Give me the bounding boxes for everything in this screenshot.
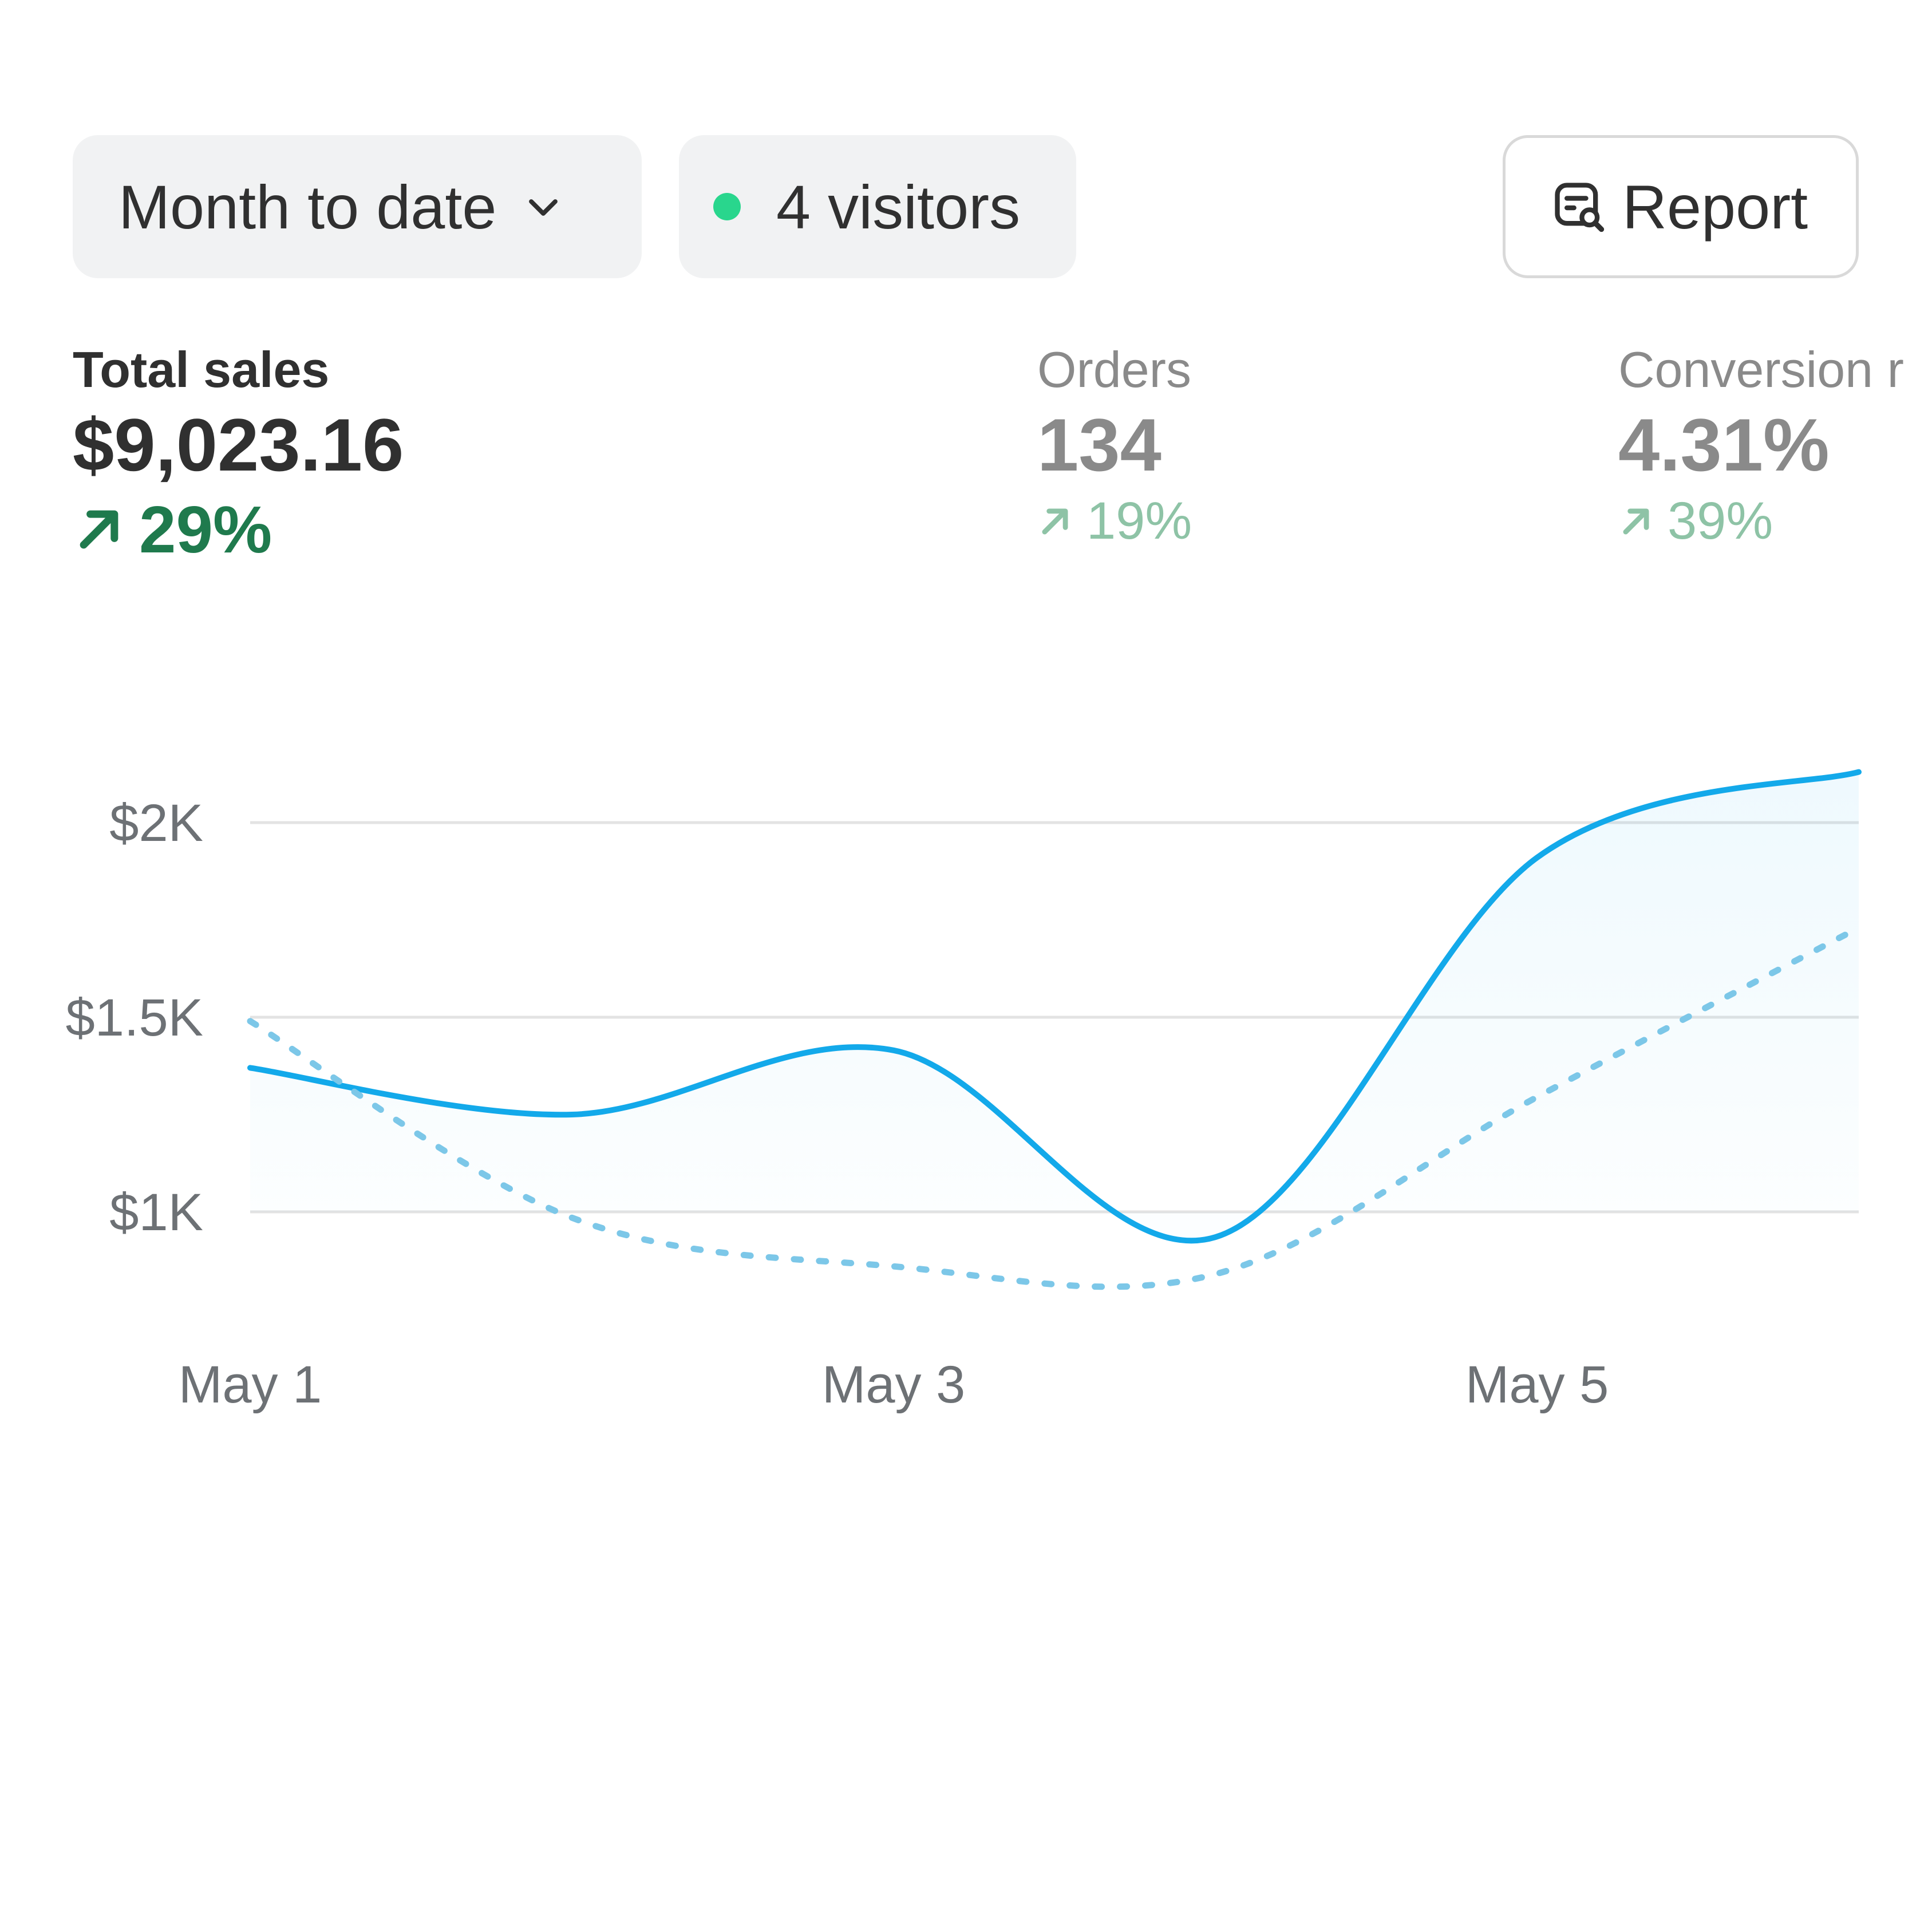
metric-value: 4.31%	[1618, 403, 1830, 487]
report-label: Report	[1622, 172, 1808, 242]
date-range-selector[interactable]: Month to date	[73, 135, 642, 278]
metric-label: Orders	[1037, 341, 1191, 398]
x-tick-label: May 1	[179, 1356, 322, 1414]
x-tick-label: May 5	[1465, 1356, 1609, 1414]
comparison-series-line	[247, 924, 1862, 1290]
report-button[interactable]: Report	[1503, 135, 1859, 278]
metric-total-sales[interactable]: Total sales $9,023.16 29%	[73, 341, 404, 568]
arrow-up-right-icon	[1037, 504, 1073, 539]
x-tick-label: May 3	[822, 1356, 966, 1414]
series-area-fill	[250, 772, 1859, 1241]
metric-value: 134	[1037, 403, 1161, 487]
arrow-up-right-icon	[73, 503, 125, 556]
metric-delta: 39%	[1618, 491, 1904, 551]
metric-delta-value: 39%	[1668, 492, 1773, 550]
primary-series-line	[247, 769, 1862, 1244]
visitors-label: 4 visitors	[776, 172, 1021, 242]
chevron-down-icon	[523, 186, 564, 227]
metric-conversion-rate[interactable]: Conversion r 4.31% 39%	[1618, 341, 1904, 551]
report-search-icon	[1550, 178, 1607, 235]
metric-label: Total sales	[73, 341, 330, 398]
y-tick-label: $2K	[109, 794, 203, 852]
metric-delta-value: 19%	[1086, 492, 1192, 550]
live-visitors-badge[interactable]: 4 visitors	[679, 135, 1076, 278]
live-status-dot	[713, 193, 741, 220]
metric-delta: 19%	[1037, 491, 1192, 551]
sales-line-chart: $1K $1.5K $2K May 1 May 3 May 5	[66, 769, 1862, 1414]
y-tick-label: $1.5K	[66, 989, 203, 1047]
arrow-up-right-icon	[1618, 504, 1654, 539]
metric-delta: 29%	[73, 491, 404, 568]
metric-delta-value: 29%	[139, 492, 272, 567]
date-range-label: Month to date	[118, 172, 497, 242]
metric-label: Conversion r	[1618, 341, 1904, 398]
metric-orders[interactable]: Orders 134 19%	[1037, 341, 1192, 551]
metric-value: $9,023.16	[73, 403, 404, 487]
y-tick-label: $1K	[109, 1183, 203, 1242]
